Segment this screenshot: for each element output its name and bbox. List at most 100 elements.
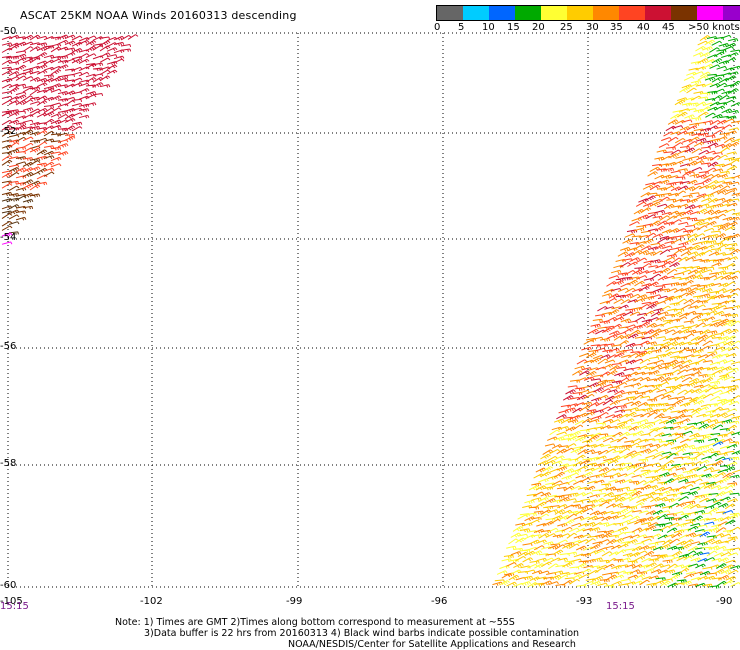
wind-barb [629, 515, 641, 521]
wind-barb [653, 308, 664, 313]
wind-barb [654, 225, 666, 232]
wind-barb [554, 471, 565, 478]
wind-barb [731, 192, 740, 197]
wind-barb [646, 545, 657, 551]
wind-barb [686, 160, 698, 167]
wind-barb [615, 531, 627, 538]
wind-barb [639, 340, 651, 346]
wind-barb [567, 419, 579, 424]
wind-barb [690, 557, 702, 562]
wind-barb [622, 496, 633, 502]
wind-barb [601, 483, 612, 487]
wind-barb [728, 141, 740, 148]
wind-barb [615, 514, 627, 519]
wind-barb [71, 48, 83, 53]
wind-barb [634, 542, 645, 546]
wind-barb [626, 489, 637, 493]
wind-barb [729, 512, 740, 517]
wind-barb [602, 383, 614, 388]
wind-barb [57, 113, 69, 120]
wind-barb [588, 382, 600, 388]
wind-barb [29, 180, 41, 186]
wind-barb [729, 474, 740, 479]
wind-barb [8, 167, 20, 172]
wind-barb [711, 95, 723, 101]
wind-barb [544, 459, 556, 465]
wind-barb [652, 233, 664, 239]
wind-barb [578, 560, 589, 564]
wind-barb [701, 269, 713, 274]
wind-barb [630, 438, 642, 444]
wind-barb [627, 539, 638, 544]
wind-barb [642, 407, 654, 412]
wind-barb [668, 228, 680, 233]
wind-barb [713, 533, 725, 538]
wind-barb [580, 477, 591, 483]
wind-barb [716, 563, 727, 570]
wind-barb [613, 316, 625, 322]
wind-barb [36, 77, 48, 83]
wind-barb [637, 384, 649, 390]
wind-barb [709, 395, 721, 402]
wind-barb [8, 100, 20, 105]
wind-barb [494, 579, 505, 583]
wind-barb [661, 229, 673, 234]
wind-barb [15, 182, 27, 186]
wind-barb [529, 506, 540, 510]
wind-barb [727, 293, 739, 299]
wind-barb [679, 418, 691, 424]
wind-barb [609, 399, 621, 406]
wind-barb [510, 551, 522, 556]
wind-barb [643, 295, 655, 301]
wind-barb [22, 119, 34, 123]
wind-barb [704, 39, 715, 46]
wind-barb [549, 483, 561, 489]
wind-barb [728, 88, 739, 94]
wind-barb [590, 357, 602, 363]
wind-barb [625, 564, 636, 568]
wind-barb [672, 435, 684, 441]
wind-barb [666, 453, 677, 459]
wind-barb [719, 373, 730, 379]
wind-barb [606, 574, 618, 581]
wind-barb [669, 556, 681, 561]
wind-barb [721, 419, 733, 424]
wind-barb [707, 161, 719, 168]
wind-barb [669, 262, 680, 268]
wind-barb [655, 336, 667, 340]
wind-barb [703, 447, 715, 453]
wind-barb [675, 502, 687, 508]
wind-barb [663, 185, 675, 191]
wind-barb [496, 570, 508, 575]
wind-barb [681, 304, 692, 310]
wind-barb [552, 515, 563, 520]
wind-barb [602, 437, 614, 443]
wind-barb [29, 166, 41, 172]
wind-barb [618, 272, 629, 277]
wind-barb [610, 494, 621, 499]
wind-barb [607, 370, 618, 376]
wind-barb [680, 269, 692, 274]
wind-barb [670, 170, 682, 174]
wind-barb [636, 550, 648, 556]
wind-barb [644, 329, 655, 335]
wind-barb [685, 238, 696, 243]
wind-barb [652, 474, 663, 479]
wind-barb [653, 359, 665, 364]
wind-barb [677, 389, 688, 395]
wind-barb [29, 125, 41, 130]
wind-barb [717, 173, 729, 179]
wind-barb [614, 423, 626, 429]
wind-barb [556, 466, 568, 471]
wind-barb [679, 86, 690, 93]
wind-barb [681, 84, 693, 89]
wind-barb [15, 216, 27, 221]
wind-barb [652, 438, 663, 443]
wind-barb [120, 48, 132, 52]
wind-barb [657, 220, 668, 227]
wind-barb [672, 125, 684, 129]
wind-barb [541, 561, 552, 568]
wind-barb [703, 483, 715, 489]
legend-swatch [437, 6, 463, 20]
wind-barb [648, 332, 660, 339]
